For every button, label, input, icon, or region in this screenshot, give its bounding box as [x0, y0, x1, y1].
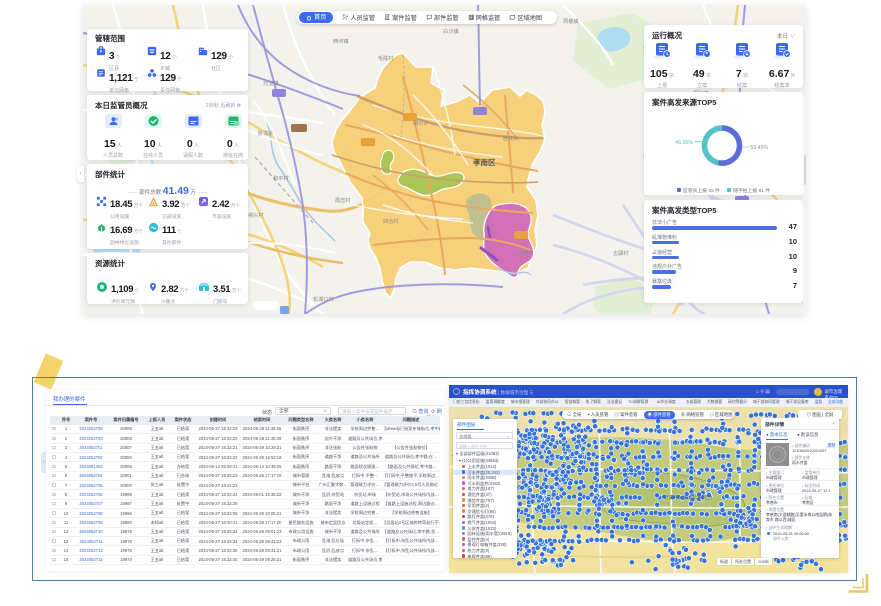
svg-text:孝南区: 孝南区 [472, 157, 496, 167]
svg-text:周志村: 周志村 [335, 196, 351, 204]
svg-text:和平村: 和平村 [273, 174, 289, 182]
svg-text:古驿村: 古驿村 [613, 249, 629, 257]
svg-text:毛陈村: 毛陈村 [378, 54, 394, 62]
svg-text:卧龙乡: 卧龙乡 [503, 134, 519, 142]
svg-text:元宝镇: 元宝镇 [263, 79, 279, 87]
svg-text:西河镇: 西河镇 [333, 37, 349, 45]
svg-text:周巷镇: 周巷镇 [563, 17, 579, 25]
svg-text:卧龙乡: 卧龙乡 [258, 129, 274, 137]
svg-text:53.45%: 53.45% [751, 145, 769, 151]
svg-text:白沙镇: 白沙镇 [443, 27, 459, 35]
svg-text:朋兴乡: 朋兴乡 [413, 119, 429, 127]
svg-text:老澴河以北以南(孝南区): 老澴河以北以南(孝南区) [664, 494, 712, 501]
svg-text:四合村: 四合村 [383, 217, 399, 225]
svg-text:三汊镇: 三汊镇 [513, 249, 529, 257]
svg-text:候兴村: 候兴村 [248, 211, 264, 219]
svg-text:松湖口村: 松湖口村 [313, 295, 334, 303]
svg-text:46.55%: 46.55% [675, 140, 693, 146]
